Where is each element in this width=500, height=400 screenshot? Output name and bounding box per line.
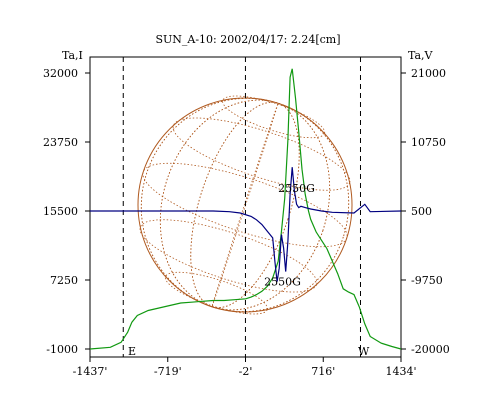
right-axis-label: Ta,V bbox=[408, 49, 434, 62]
y-right-tick-label: 10750 bbox=[411, 136, 446, 149]
series-lines bbox=[89, 68, 402, 350]
longitude-line bbox=[190, 101, 300, 309]
y-right-tick-label: 21000 bbox=[411, 67, 446, 80]
east-marker: E bbox=[128, 345, 136, 358]
x-tick-label: -2' bbox=[239, 365, 253, 378]
y-right-tick-label: 500 bbox=[411, 205, 432, 218]
annotation-label: 2550G bbox=[278, 182, 315, 195]
west-marker: W bbox=[358, 345, 370, 358]
intensity-i-line bbox=[89, 68, 402, 350]
y-left-tick-label: 23750 bbox=[43, 136, 78, 149]
x-tick-label: 1434' bbox=[385, 365, 416, 378]
x-tick-label: -1437' bbox=[73, 365, 108, 378]
limb-dashed-lines bbox=[122, 57, 361, 357]
axis-ticks: -1437' -719' -2' 716' 1434' 32000 23750 15500 72… bbox=[43, 67, 450, 378]
chart-title: SUN_A-10: 2002/04/17: 2.24[cm] bbox=[155, 33, 340, 46]
annotation-label: 2550G bbox=[264, 275, 301, 288]
y-left-tick-label: 32000 bbox=[43, 67, 78, 80]
y-right-tick-label: -20000 bbox=[411, 343, 450, 356]
longitude-line bbox=[159, 99, 331, 311]
annotations: 2550G 2550G bbox=[264, 182, 315, 289]
x-tick-label: -719' bbox=[154, 365, 182, 378]
y-left-tick-label: -1000 bbox=[46, 343, 78, 356]
latitude-line bbox=[164, 271, 268, 315]
y-left-tick-label: 15500 bbox=[43, 205, 78, 218]
stokes-v-line bbox=[90, 167, 402, 282]
y-right-tick-label: -9750 bbox=[411, 274, 443, 287]
left-axis-label: Ta,I bbox=[62, 49, 83, 62]
latitude-line bbox=[172, 117, 351, 191]
y-left-tick-label: 7250 bbox=[50, 274, 78, 287]
latitude-line bbox=[222, 95, 326, 139]
latitude-line bbox=[139, 219, 318, 293]
x-tick-label: 716' bbox=[311, 365, 335, 378]
latitude-line bbox=[142, 162, 348, 248]
